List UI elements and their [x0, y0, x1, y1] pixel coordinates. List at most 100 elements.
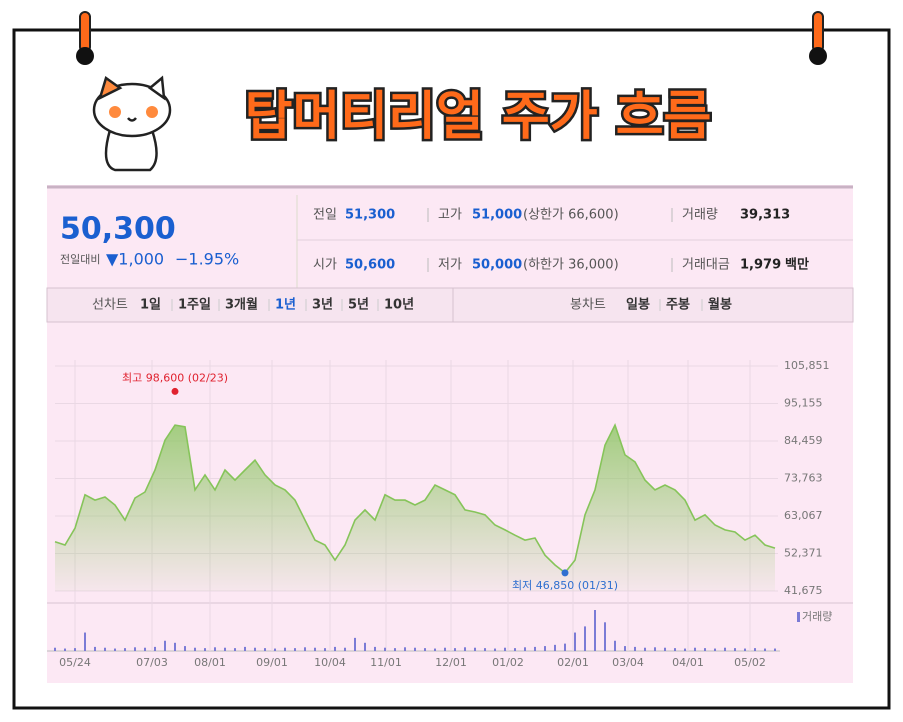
volume-bar [94, 646, 96, 651]
volume-bar [164, 640, 166, 651]
stat-label: 전일 [313, 208, 337, 223]
y-tick-label: 63,067 [784, 509, 823, 522]
stat-label: 거래량 [682, 208, 718, 223]
volume-bar [64, 648, 66, 651]
volume-bar [744, 648, 746, 651]
volume-bar [774, 648, 776, 651]
volume-bar [224, 647, 226, 651]
stat-value: 50,600 [345, 258, 395, 273]
y-tick-label: 84,459 [784, 434, 823, 447]
volume-bar [634, 646, 636, 651]
tab[interactable]: 일봉 [626, 298, 650, 313]
volume-bar [604, 622, 606, 651]
volume-bar [354, 637, 356, 651]
y-tick-label: 105,851 [784, 359, 830, 372]
volume-bar [294, 648, 296, 651]
volume-bar [664, 647, 666, 651]
volume-bar [254, 647, 256, 651]
tab[interactable]: 3개월 [225, 297, 258, 313]
x-tick-label: 01/02 [492, 656, 524, 669]
volume-bar [54, 647, 56, 651]
volume-bar [674, 648, 676, 651]
tab[interactable]: 1주일 [178, 298, 211, 313]
tab-label: 선차트 [92, 298, 128, 313]
volume-bar [74, 648, 76, 651]
volume-legend: 거래량 [802, 610, 832, 623]
y-tick-label: 52,371 [784, 547, 823, 560]
tab[interactable]: 월봉 [708, 297, 732, 313]
volume-bar [104, 647, 106, 651]
volume-bar [384, 647, 386, 651]
volume-bar [154, 646, 156, 651]
change: ▼1,000 [106, 250, 164, 269]
volume-bar [504, 647, 506, 651]
price-line [54, 423, 776, 574]
volume-bar [424, 648, 426, 651]
volume-bar [214, 647, 216, 651]
tab[interactable]: 1년 [275, 298, 296, 313]
volume-bar [134, 647, 136, 651]
volume-bar [444, 647, 446, 651]
volume-bar [344, 647, 346, 651]
change-pct: −1.95% [175, 250, 239, 269]
high-label: 최고 98,600 (02/23) [122, 371, 228, 384]
volume-bar [124, 648, 126, 651]
tab[interactable]: 3년 [312, 298, 333, 313]
volume-bar [644, 647, 646, 651]
volume-bar [484, 648, 486, 651]
area-fill [55, 425, 775, 591]
volume-bar [244, 646, 246, 651]
volume-bar [414, 647, 416, 651]
pins [76, 11, 827, 65]
x-tick-label: 11/01 [370, 656, 402, 669]
low-label: 최저 46,850 (01/31) [512, 579, 618, 592]
volume-bar [264, 648, 266, 651]
x-tick-label: 09/01 [256, 656, 288, 669]
volume-bar [514, 648, 516, 651]
stat-value: 1,979 [740, 258, 781, 273]
stat-value: 39,313 [740, 208, 790, 223]
tab[interactable]: 주봉 [666, 298, 690, 313]
x-tick-label: 07/03 [136, 656, 168, 669]
y-tick-label: 95,155 [784, 397, 823, 410]
stat-value: 51,000 [472, 208, 522, 223]
volume-bar [764, 648, 766, 651]
x-tick-label: 12/01 [435, 656, 467, 669]
volume-bar [404, 647, 406, 651]
price: 50,300 [60, 212, 176, 247]
volume-bar [314, 647, 316, 651]
y-tick-label: 41,675 [784, 584, 823, 597]
volume-bar [474, 647, 476, 651]
legend-swatch [797, 612, 800, 622]
high-point [171, 387, 179, 395]
volume-bar [714, 648, 716, 651]
tab-bar [46, 287, 854, 323]
volume-bar [684, 648, 686, 651]
low-point [561, 569, 569, 577]
x-tick-label: 05/24 [59, 656, 91, 669]
x-tick-label: 10/04 [314, 656, 346, 669]
stat-note: (하한가 36,000) [523, 258, 619, 273]
volume-bar [494, 648, 496, 651]
volume-bar [334, 646, 336, 651]
volume-bar [274, 648, 276, 651]
volume-bar [594, 610, 596, 651]
x-tick-label: 08/01 [194, 656, 226, 669]
volume-bar [374, 646, 376, 651]
tab-label: 봉차트 [570, 298, 606, 313]
volume-bar [544, 646, 546, 651]
volume-bar [114, 648, 116, 651]
volume-bar [394, 648, 396, 651]
volume-bar [534, 646, 536, 651]
volume-bar [614, 640, 616, 651]
tab[interactable]: 10년 [384, 298, 414, 313]
volume-bar [194, 647, 196, 651]
x-tick-label: 02/01 [557, 656, 589, 669]
volume-bar [574, 632, 576, 651]
stat-value: 50,000 [472, 258, 522, 273]
volume-bar [584, 626, 586, 651]
volume-bar [524, 647, 526, 651]
tab[interactable]: 1일 [140, 298, 161, 313]
tab[interactable]: 5년 [348, 298, 369, 313]
stat-label: 고가 [438, 208, 462, 223]
